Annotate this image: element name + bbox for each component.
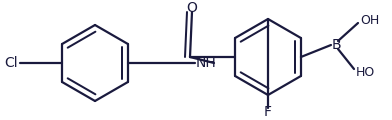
Text: OH: OH xyxy=(360,14,379,27)
Text: B: B xyxy=(331,38,341,52)
Text: HO: HO xyxy=(356,66,375,78)
Text: O: O xyxy=(187,1,198,15)
Text: NH: NH xyxy=(196,56,217,70)
Text: F: F xyxy=(264,105,272,119)
Text: Cl: Cl xyxy=(4,56,18,70)
